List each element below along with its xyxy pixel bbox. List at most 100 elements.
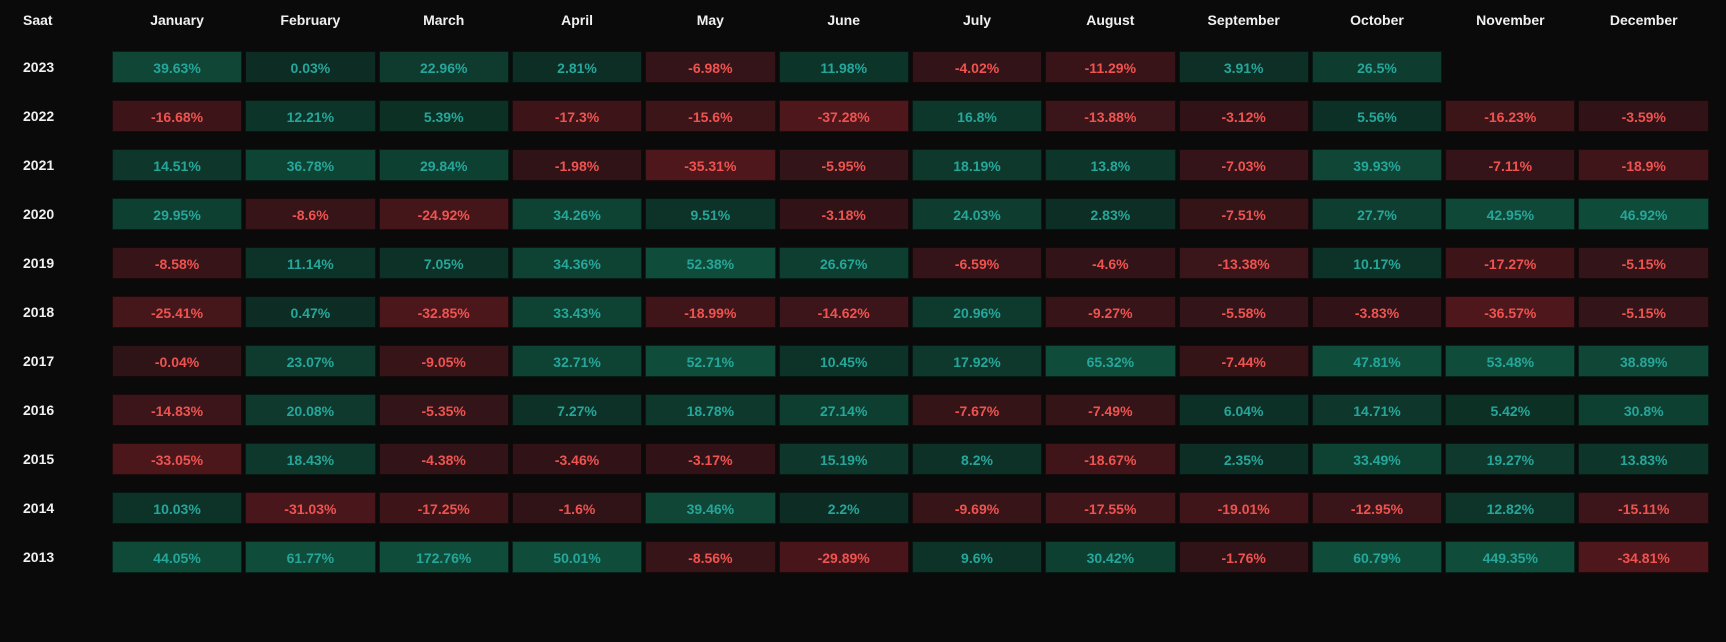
heatmap-year-label: 2018 [17,287,109,336]
heatmap-row: 201344.05%61.77%172.76%50.01%-8.56%-29.8… [17,532,1709,581]
heatmap-cell-value: -29.89% [779,541,909,573]
heatmap-row: 201410.03%-31.03%-17.25%-1.6%39.46%2.2%-… [17,483,1709,532]
heatmap-cell: 33.49% [1312,434,1442,483]
heatmap-cell: -9.05% [379,336,509,385]
heatmap-cell: -7.03% [1179,140,1309,189]
heatmap-cell [1578,42,1709,91]
heatmap-cell-value: 36.78% [245,149,375,181]
heatmap-cell-value: 3.91% [1179,51,1309,83]
heatmap-cell: 449.35% [1445,532,1575,581]
heatmap-cell: -3.83% [1312,287,1442,336]
heatmap-cell-value: 18.78% [645,394,775,426]
heatmap-cell: 36.78% [245,140,375,189]
heatmap-cell: 10.03% [112,483,242,532]
heatmap-cell: -13.88% [1045,91,1175,140]
heatmap-cell-value: 449.35% [1445,541,1575,573]
heatmap-cell-value: 34.36% [512,247,642,279]
heatmap-cell: -32.85% [379,287,509,336]
heatmap-cell: 27.7% [1312,189,1442,238]
heatmap-row: 2016-14.83%20.08%-5.35%7.27%18.78%27.14%… [17,385,1709,434]
heatmap-cell: -4.02% [912,42,1042,91]
heatmap-cell-value: -6.98% [645,51,775,83]
heatmap-cell-value: 44.05% [112,541,242,573]
heatmap-cell: -3.46% [512,434,642,483]
heatmap-cell: 5.39% [379,91,509,140]
heatmap-cell: -17.55% [1045,483,1175,532]
heatmap-cell: 34.36% [512,238,642,287]
heatmap-cell-value: -7.67% [912,394,1042,426]
heatmap-cell: 29.95% [112,189,242,238]
heatmap-cell-value: -3.17% [645,443,775,475]
heatmap-cell: 172.76% [379,532,509,581]
heatmap-cell-value: -4.38% [379,443,509,475]
heatmap-cell: 23.07% [245,336,375,385]
heatmap-cell-value: 22.96% [379,51,509,83]
heatmap-cell-value: -18.99% [645,296,775,328]
heatmap-cell: -4.38% [379,434,509,483]
heatmap-cell: -14.62% [779,287,909,336]
heatmap-cell-value: -8.56% [645,541,775,573]
heatmap-cell: 5.42% [1445,385,1575,434]
heatmap-cell: -9.27% [1045,287,1175,336]
heatmap-cell-value: -3.46% [512,443,642,475]
heatmap-cell-value: -19.01% [1179,492,1309,524]
heatmap-cell: 5.56% [1312,91,1442,140]
heatmap-cell-value: -9.27% [1045,296,1175,328]
heatmap-cell-value: -34.81% [1578,541,1709,573]
heatmap-cell: -7.67% [912,385,1042,434]
heatmap-cell: 17.92% [912,336,1042,385]
heatmap-header-month: July [912,8,1042,42]
heatmap-cell-value: -3.18% [779,198,909,230]
heatmap-cell-value: 10.45% [779,345,909,377]
heatmap-cell-value: 19.27% [1445,443,1575,475]
heatmap-cell-value: -18.9% [1578,149,1709,181]
heatmap-cell-value: 27.14% [779,394,909,426]
heatmap-cell: 33.43% [512,287,642,336]
heatmap-cell: -17.25% [379,483,509,532]
heatmap-cell: 44.05% [112,532,242,581]
heatmap-cell-value: 27.7% [1312,198,1442,230]
heatmap-cell: 52.71% [645,336,775,385]
heatmap-cell-value: 13.83% [1578,443,1709,475]
heatmap-cell: -5.15% [1578,238,1709,287]
heatmap-cell: -1.76% [1179,532,1309,581]
heatmap-cell-value: 9.51% [645,198,775,230]
heatmap-cell-value: -5.58% [1179,296,1309,328]
heatmap-cell-value: 47.81% [1312,345,1442,377]
heatmap-cell-value: 33.43% [512,296,642,328]
heatmap-cell: 47.81% [1312,336,1442,385]
heatmap-cell: -16.23% [1445,91,1575,140]
heatmap-cell-value: 6.04% [1179,394,1309,426]
heatmap-cell: -8.58% [112,238,242,287]
heatmap-cell: 11.14% [245,238,375,287]
heatmap-cell: 12.21% [245,91,375,140]
heatmap-cell: -1.98% [512,140,642,189]
heatmap-header-month: October [1312,8,1442,42]
heatmap-cell-value: 52.71% [645,345,775,377]
heatmap-cell-value: 10.17% [1312,247,1442,279]
heatmap-cell: -18.67% [1045,434,1175,483]
heatmap-cell: 20.96% [912,287,1042,336]
heatmap-table: Saat JanuaryFebruaryMarchAprilMayJuneJul… [14,8,1712,581]
heatmap-cell: -17.27% [1445,238,1575,287]
heatmap-cell-value: -37.28% [779,100,909,132]
heatmap-cell-value: 10.03% [112,492,242,524]
heatmap-cell-value: 11.14% [245,247,375,279]
heatmap-cell-value: 24.03% [912,198,1042,230]
heatmap-cell: -37.28% [779,91,909,140]
heatmap-cell: -16.68% [112,91,242,140]
heatmap-cell: 2.83% [1045,189,1175,238]
heatmap-cell: 38.89% [1578,336,1709,385]
heatmap-cell: 14.71% [1312,385,1442,434]
heatmap-year-label: 2019 [17,238,109,287]
heatmap-cell-value: -11.29% [1045,51,1175,83]
heatmap-cell-value: -7.11% [1445,149,1575,181]
heatmap-cell-value: -18.67% [1045,443,1175,475]
heatmap-cell: 8.2% [912,434,1042,483]
heatmap-cell-value: 5.56% [1312,100,1442,132]
heatmap-cell: 32.71% [512,336,642,385]
heatmap-year-label: 2023 [17,42,109,91]
heatmap-cell-value: -5.35% [379,394,509,426]
heatmap-cell-value: 38.89% [1578,345,1709,377]
heatmap-cell-value: -15.11% [1578,492,1709,524]
